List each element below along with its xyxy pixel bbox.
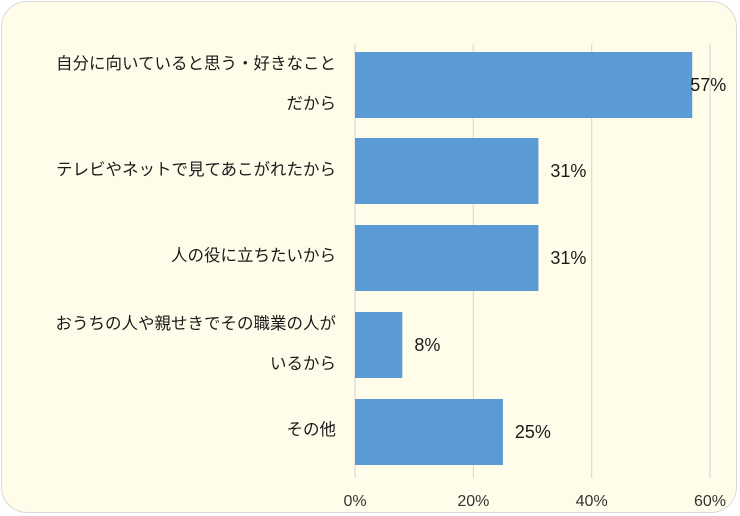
- x-tick-label: 20%: [457, 493, 489, 510]
- category-label: テレビやネットで見てあこがれたから: [55, 160, 336, 179]
- x-tick-label: 40%: [576, 493, 608, 510]
- category-label: おうちの人や親せきでその職業の人が いるから: [55, 314, 337, 373]
- bar: [355, 138, 539, 204]
- bar: [355, 312, 403, 378]
- x-tick-label: 0%: [343, 493, 366, 510]
- data-label: 57%: [690, 75, 726, 95]
- bar: [355, 225, 539, 291]
- bar: [355, 52, 693, 118]
- data-label: 31%: [550, 248, 586, 268]
- data-label: 25%: [515, 422, 551, 442]
- bar: [355, 399, 503, 465]
- category-label: その他: [286, 420, 337, 439]
- data-label: 31%: [550, 161, 586, 181]
- x-tick-label: 60%: [694, 493, 726, 510]
- data-label: 8%: [414, 335, 440, 355]
- category-label: 自分に向いていると思う・好きなこと だから: [55, 54, 336, 113]
- category-label: 人の役に立ちたいから: [171, 246, 336, 265]
